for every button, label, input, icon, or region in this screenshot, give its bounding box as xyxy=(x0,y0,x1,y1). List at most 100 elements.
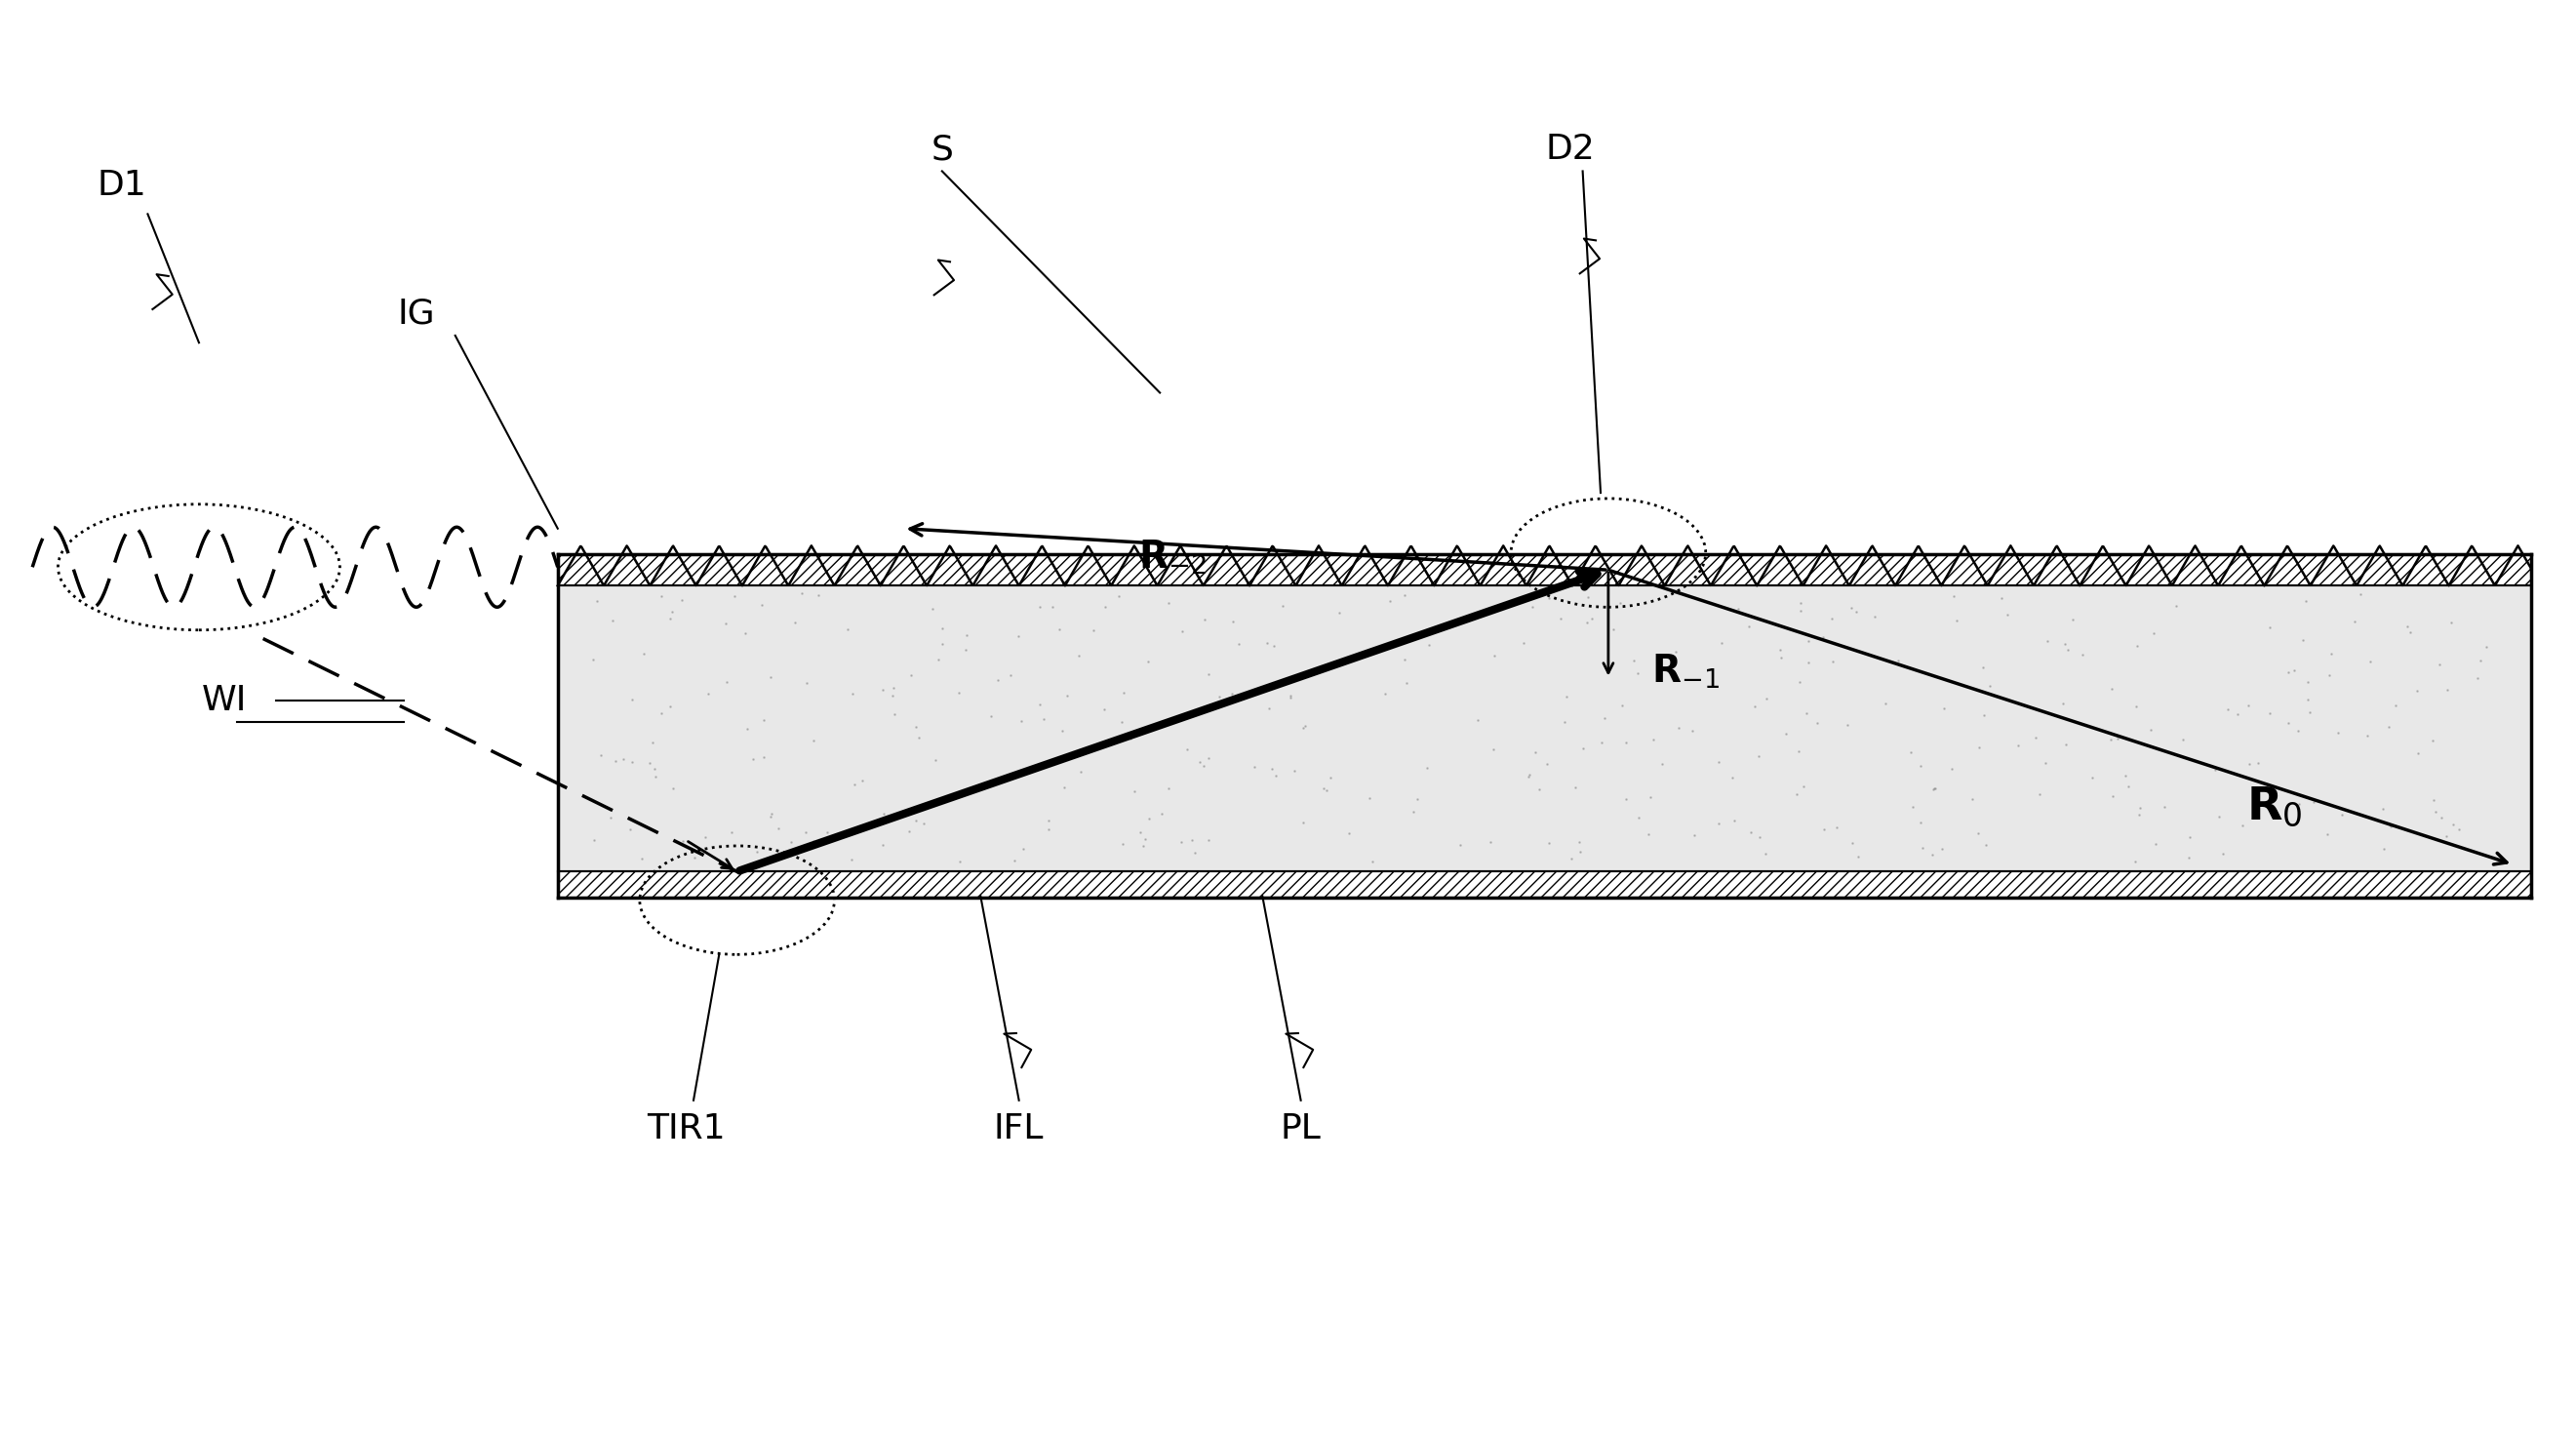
Point xyxy=(2370,815,2411,838)
Point xyxy=(994,848,1036,872)
Point xyxy=(1141,802,1182,825)
Point xyxy=(1255,763,1296,786)
Point xyxy=(1528,587,1569,610)
Point xyxy=(1734,694,1775,717)
Point xyxy=(1002,837,1043,860)
Point xyxy=(940,850,981,873)
Point xyxy=(2411,729,2452,752)
Point xyxy=(1698,812,1739,835)
Point xyxy=(1914,776,1955,799)
Point xyxy=(1901,753,1942,776)
Point xyxy=(2290,700,2331,723)
Point xyxy=(688,683,729,706)
Point xyxy=(634,765,675,788)
Point xyxy=(1558,841,1600,864)
Point xyxy=(572,648,613,671)
Point xyxy=(2133,622,2174,645)
Point xyxy=(1167,737,1208,760)
Point xyxy=(2267,711,2308,734)
Point xyxy=(1041,719,1082,742)
Point xyxy=(2071,766,2112,789)
Point xyxy=(1517,778,1558,801)
Point xyxy=(781,582,822,605)
Point xyxy=(896,716,938,739)
Point xyxy=(1981,586,2022,609)
Point xyxy=(1110,727,1151,750)
Point xyxy=(1878,649,1919,672)
Point xyxy=(1561,736,1602,759)
Text: R$_{-1}$: R$_{-1}$ xyxy=(1651,652,1718,691)
Point xyxy=(2221,814,2262,837)
Point xyxy=(2239,752,2280,775)
Point xyxy=(2117,635,2159,658)
Point xyxy=(1937,609,1978,632)
Point xyxy=(1558,831,1600,854)
Point xyxy=(2421,807,2463,830)
Point xyxy=(1958,823,1999,846)
Point xyxy=(1744,843,1785,866)
Point xyxy=(873,677,914,700)
Point xyxy=(1211,683,1252,706)
Point xyxy=(742,593,783,616)
Point xyxy=(1765,723,1806,746)
Point xyxy=(1855,606,1896,629)
Point xyxy=(917,648,958,671)
Point xyxy=(2136,833,2177,856)
Point xyxy=(1023,707,1064,730)
Point xyxy=(2308,823,2349,846)
Point xyxy=(1394,799,1435,823)
Point xyxy=(873,703,914,726)
Point xyxy=(1043,775,1084,798)
Point xyxy=(1365,683,1406,706)
Point xyxy=(1605,786,1646,810)
Point xyxy=(2321,804,2362,827)
Point xyxy=(1963,704,2004,727)
Point xyxy=(1458,709,1499,732)
Point xyxy=(603,747,644,771)
Point xyxy=(1631,786,1672,810)
Point xyxy=(2025,752,2066,775)
Point xyxy=(2287,671,2329,694)
Point xyxy=(871,684,912,707)
Point xyxy=(1777,739,1819,762)
Point xyxy=(2169,825,2210,848)
Point xyxy=(1255,633,1296,657)
Point xyxy=(675,846,716,869)
Point xyxy=(2287,688,2329,711)
Point xyxy=(726,717,768,740)
Point xyxy=(1958,736,1999,759)
Text: R$_0$: R$_0$ xyxy=(2246,785,2303,830)
Point xyxy=(1713,808,1754,831)
Text: PL: PL xyxy=(1280,1113,1321,1146)
Point xyxy=(2228,694,2269,717)
Point xyxy=(1234,756,1275,779)
Point xyxy=(989,664,1030,687)
Point xyxy=(1185,608,1226,631)
Point xyxy=(2107,775,2148,798)
Point xyxy=(641,701,683,724)
Point xyxy=(1249,697,1291,720)
Point xyxy=(1551,847,1592,870)
Point xyxy=(2396,678,2437,701)
Point xyxy=(1654,641,1695,664)
Point xyxy=(1383,648,1425,671)
Point xyxy=(2311,642,2352,665)
Point xyxy=(775,610,817,633)
Point xyxy=(2375,694,2416,717)
Bar xyxy=(556,554,2530,586)
Point xyxy=(1832,831,1873,854)
Point xyxy=(2117,802,2159,825)
Point xyxy=(2385,615,2427,638)
Point xyxy=(1368,590,1409,613)
Point xyxy=(1783,775,1824,798)
Point xyxy=(997,625,1038,648)
Point xyxy=(1473,644,1515,667)
Point xyxy=(611,750,652,773)
Point xyxy=(1832,596,1873,619)
Point xyxy=(1911,843,1953,866)
Point xyxy=(2120,797,2161,820)
Text: IFL: IFL xyxy=(994,1113,1043,1146)
Point xyxy=(1182,755,1224,778)
Point xyxy=(1922,837,1963,860)
Point xyxy=(1149,776,1190,799)
